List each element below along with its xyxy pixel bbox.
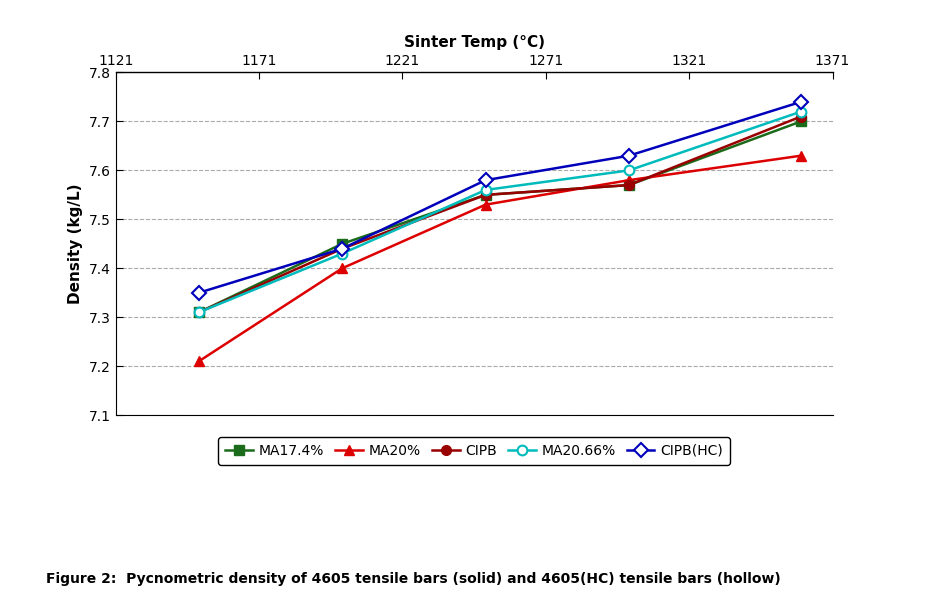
MA17.4%	[796, 118, 807, 125]
CIPB	[193, 309, 204, 316]
CIPB(HC)	[623, 152, 635, 159]
Legend: MA17.4%, MA20%, CIPB, MA20.66%, CIPB(HC): MA17.4%, MA20%, CIPB, MA20.66%, CIPB(HC)	[218, 437, 730, 464]
CIPB	[796, 113, 807, 120]
Line: CIPB: CIPB	[194, 112, 806, 317]
MA20.66%	[337, 250, 348, 257]
CIPB	[480, 191, 491, 199]
MA20.66%	[796, 108, 807, 115]
MA20.66%	[480, 187, 491, 194]
CIPB	[623, 181, 635, 188]
MA20.66%	[623, 167, 635, 174]
X-axis label: Sinter Temp (°C): Sinter Temp (°C)	[403, 34, 545, 50]
Line: MA20%: MA20%	[194, 151, 806, 366]
Text: Figure 2:  Pycnometric density of 4605 tensile bars (solid) and 4605(HC) tensile: Figure 2: Pycnometric density of 4605 te…	[46, 572, 781, 586]
MA20%	[796, 152, 807, 159]
Line: CIPB(HC): CIPB(HC)	[194, 97, 806, 298]
CIPB(HC)	[337, 245, 348, 252]
Line: MA20.66%: MA20.66%	[194, 107, 806, 317]
MA17.4%	[337, 240, 348, 248]
MA17.4%	[480, 191, 491, 199]
MA20%	[623, 176, 635, 184]
CIPB	[337, 245, 348, 252]
CIPB(HC)	[480, 176, 491, 184]
CIPB(HC)	[796, 98, 807, 106]
MA20%	[480, 201, 491, 208]
Line: MA17.4%: MA17.4%	[194, 117, 806, 317]
CIPB(HC)	[193, 289, 204, 297]
MA20.66%	[193, 309, 204, 316]
MA17.4%	[193, 309, 204, 316]
Y-axis label: Density (kg/L): Density (kg/L)	[68, 184, 83, 304]
MA17.4%	[623, 181, 635, 188]
MA20%	[193, 358, 204, 365]
MA20%	[337, 265, 348, 272]
